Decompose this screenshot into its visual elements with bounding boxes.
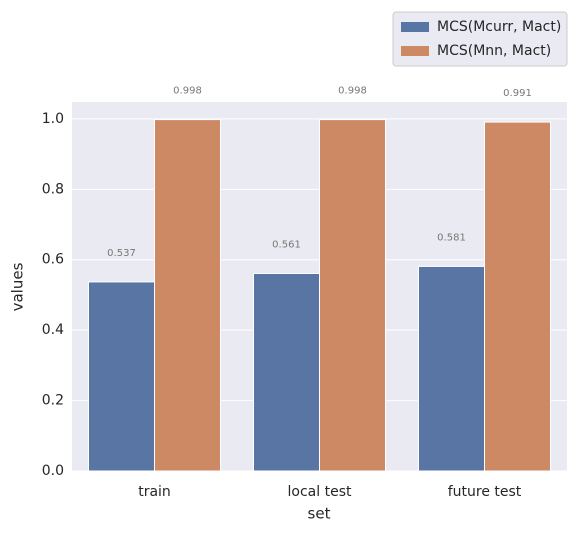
y-tick-label: 1.0 [42, 111, 64, 127]
legend-label: MCS(Mnn, Mact) [437, 43, 551, 59]
legend-swatch [401, 46, 429, 56]
legend-swatch [401, 22, 429, 32]
value-label: 0.998 [173, 86, 202, 97]
legend-box [392, 11, 568, 67]
x-tick-label: train [138, 484, 171, 500]
y-tick-label: 0.2 [42, 393, 64, 409]
y-tick-label: 0.6 [42, 252, 64, 268]
value-label: 0.537 [107, 248, 136, 259]
value-label: 0.998 [338, 86, 367, 97]
value-label: 0.561 [272, 239, 301, 250]
x-tick-label: future test [448, 484, 522, 500]
bar [418, 265, 485, 472]
bar [88, 281, 155, 472]
bar [154, 119, 221, 472]
y-axis-label: values [9, 262, 27, 311]
bar [253, 272, 320, 472]
x-tick-label: local test [288, 484, 352, 500]
bar [319, 119, 386, 472]
value-label: 0.991 [503, 88, 532, 99]
y-tick-label: 0.0 [42, 463, 64, 479]
y-tick-label: 0.4 [42, 322, 64, 338]
x-axis-label: set [308, 505, 331, 523]
y-tick-label: 0.8 [42, 181, 64, 197]
bar [484, 121, 551, 472]
value-label: 0.581 [437, 232, 466, 243]
legend-label: MCS(Mcurr, Mact) [437, 19, 561, 35]
